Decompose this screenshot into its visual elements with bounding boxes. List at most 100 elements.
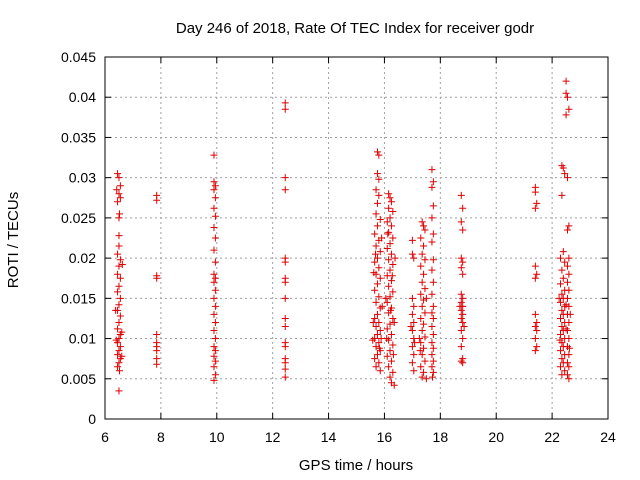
data-point [533,327,541,335]
data-point [385,256,393,264]
data-point [210,352,218,360]
data-point [371,314,379,322]
data-point [428,309,436,317]
data-point [371,258,379,266]
data-point [429,331,437,339]
data-point [211,357,219,365]
data-point [115,387,123,395]
data-point [457,254,465,262]
data-point [562,89,570,97]
data-point [459,318,467,326]
data-point [421,226,429,234]
data-point [115,214,123,222]
data-point [281,278,289,286]
data-point [556,298,564,306]
data-point [383,244,391,252]
data-point [460,322,468,330]
data-point [373,310,381,318]
data-point [531,188,539,196]
data-point [375,264,383,272]
data-point [558,191,566,199]
data-point [210,363,218,371]
data-point [281,365,289,373]
data-point [378,302,386,310]
data-point [211,286,219,294]
data-point [114,250,122,258]
data-point [153,331,161,339]
data-point [116,367,124,375]
data-point [373,199,381,207]
data-point [457,218,465,226]
data-point [281,258,289,266]
x-tick-label: 16 [377,429,393,445]
data-point [563,327,571,335]
data-point [420,368,428,376]
data-point [408,343,416,351]
data-point [389,261,397,269]
data-point [389,207,397,215]
data-point [384,230,392,238]
data-point [115,242,123,250]
data-point [563,371,571,379]
data-point [565,375,573,383]
data-point [281,373,289,381]
data-point [386,293,394,301]
data-point [281,343,289,351]
x-tick-label: 22 [544,429,560,445]
data-point [421,256,429,264]
data-point [387,222,395,230]
data-point [211,194,219,202]
data-point [383,352,391,360]
data-point [415,335,423,343]
data-point [558,355,566,363]
data-point [116,343,124,351]
x-tick-label: 10 [209,429,225,445]
data-point [565,254,573,262]
data-point [373,254,381,262]
data-point [383,298,391,306]
data-point [556,336,564,344]
y-axis-label: ROTI / TECUs [5,192,22,288]
data-point [210,204,218,212]
data-point [386,320,394,328]
data-point [410,318,418,326]
data-point [211,212,219,220]
data-point [115,301,123,309]
data-point [565,363,573,371]
data-point [531,335,539,343]
data-point [383,335,391,343]
data-point [457,343,465,351]
data-point [390,318,398,326]
x-tick-label: 8 [157,429,165,445]
data-point [387,331,395,339]
data-point [531,347,539,355]
data-point [385,190,393,198]
data-point [408,310,416,318]
data-points [112,77,574,395]
data-point [389,234,397,242]
data-point [281,314,289,322]
data-point [559,164,567,172]
data-point [153,274,161,282]
data-point [387,250,395,258]
data-point [428,166,436,174]
data-point [387,277,395,285]
data-point [210,270,218,278]
data-point [115,232,123,240]
data-point [565,344,573,352]
data-point [417,234,425,242]
data-point [531,262,539,270]
data-point [420,320,428,328]
data-point [558,266,566,274]
data-point [116,210,124,218]
data-point [563,359,571,367]
data-point [375,175,383,183]
data-point [114,198,122,206]
data-point [371,355,379,363]
data-point [371,286,379,294]
data-point [211,274,219,282]
data-point [428,322,436,330]
data-point [116,256,124,264]
data-point [410,367,418,375]
data-point [375,339,383,347]
